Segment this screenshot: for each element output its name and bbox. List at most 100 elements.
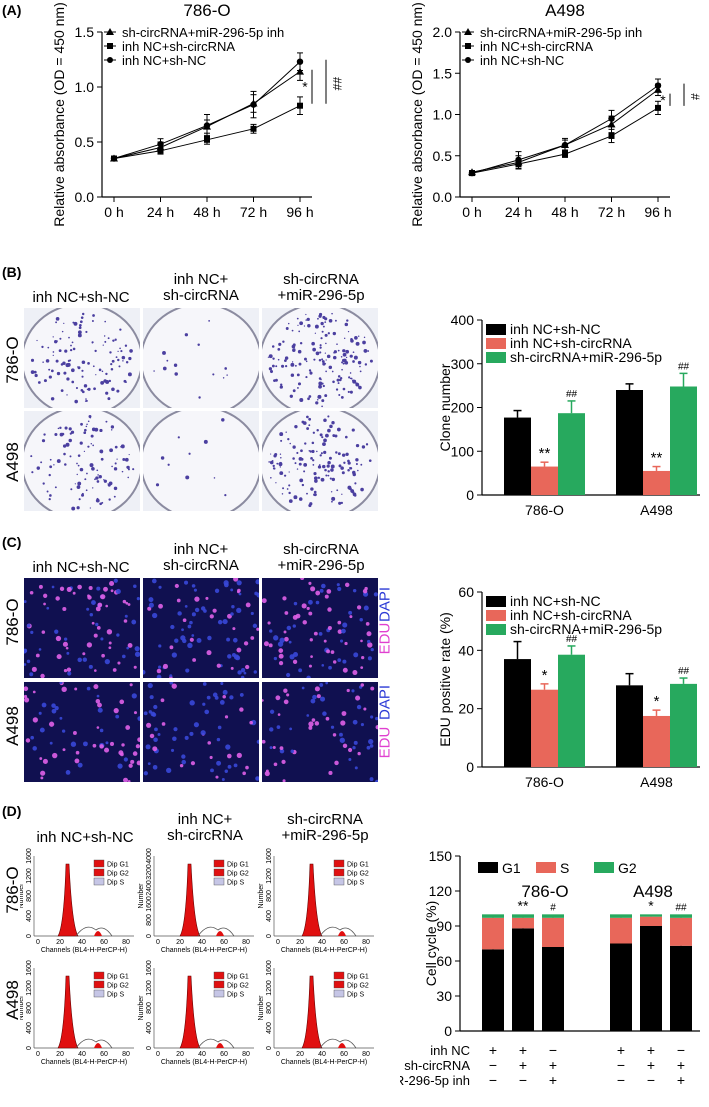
colony (111, 387, 115, 392)
nucleus (54, 705, 59, 711)
nucleus (103, 586, 108, 592)
colony (113, 486, 118, 491)
colony (72, 347, 76, 351)
flow-legend-swatch (93, 859, 105, 868)
colony (352, 379, 357, 384)
marker-square (204, 136, 210, 143)
nucleus (100, 594, 106, 600)
colony (325, 342, 327, 345)
nucleus (232, 637, 238, 643)
nucleus (65, 770, 71, 775)
nucleus (24, 697, 30, 703)
nucleus (112, 668, 117, 672)
nucleus (288, 640, 292, 644)
flow-y-tick-label: 0 (266, 934, 273, 938)
colony (213, 477, 216, 479)
nucleus (189, 637, 194, 642)
sig-hash: ## (330, 77, 344, 91)
nucleus (283, 688, 288, 693)
colony (94, 478, 96, 481)
colony (340, 501, 343, 504)
colony (314, 479, 318, 483)
flow-legend-swatch (333, 989, 345, 998)
nucleus (189, 700, 195, 706)
colony (343, 461, 346, 464)
nucleus (245, 602, 251, 608)
colony (288, 322, 290, 325)
flow-y-tick-label: 1200 (26, 868, 33, 884)
colony (298, 456, 303, 461)
nucleus (149, 733, 155, 739)
colony (56, 459, 61, 463)
flow-legend-label: Dip G1 (227, 974, 249, 981)
colony (323, 450, 327, 455)
nucleus (184, 580, 189, 585)
legend-swatch (486, 596, 506, 607)
treatment-sign: + (549, 1072, 557, 1088)
edu-micrograph-image (143, 578, 259, 678)
colony (275, 365, 278, 368)
sig-label: ## (566, 389, 578, 400)
colony (350, 339, 354, 343)
colony (291, 361, 294, 363)
y-tick-label: 0.5 (433, 148, 453, 164)
flow-x-label: Channels (BL4-H-PerCP-H) (161, 1059, 247, 1066)
colony (327, 428, 331, 433)
nucleus (301, 686, 305, 690)
colony (123, 356, 125, 359)
colony (298, 330, 301, 333)
stacked-bar (670, 914, 692, 918)
nucleus (106, 629, 113, 635)
nucleus (192, 658, 197, 662)
nucleus (321, 583, 326, 589)
colony (294, 462, 297, 465)
colony (291, 344, 296, 349)
nucleus (108, 641, 112, 645)
colony (105, 391, 109, 395)
colony (49, 465, 53, 469)
nucleus (115, 714, 120, 719)
y-tick-label: 150 (429, 848, 453, 864)
legend-label: sh-circRNA+miR-296-5p (510, 349, 662, 365)
nucleus (370, 686, 375, 691)
legend-swatch (594, 862, 614, 873)
colony (297, 324, 299, 326)
flow-legend-label: Dip G2 (347, 871, 369, 878)
marker-circle (203, 122, 211, 129)
colony (315, 401, 319, 405)
flow-x-tick-label: 0 (276, 939, 280, 946)
colony (355, 341, 360, 346)
colony (127, 372, 132, 377)
nucleus (263, 641, 269, 647)
flow-x-tick-label: 40 (318, 1051, 326, 1058)
colony (284, 359, 287, 362)
colony (52, 336, 54, 338)
flow-y-tick-label: 400 (266, 1022, 273, 1034)
flow-legend-label: Dip S (107, 992, 124, 999)
colony (185, 475, 190, 480)
colony (305, 376, 308, 379)
nucleus (190, 761, 196, 766)
colony (318, 377, 322, 380)
colony (331, 370, 334, 373)
nucleus (88, 585, 93, 591)
colony (71, 380, 75, 384)
nucleus (366, 631, 372, 637)
y-tick-label: 40 (458, 642, 474, 658)
nucleus (348, 610, 353, 615)
nucleus (59, 586, 65, 592)
nucleus (123, 757, 128, 762)
colony (332, 355, 337, 360)
colony (77, 330, 82, 335)
flow-y-tick-label: 1200 (26, 980, 33, 996)
colony (303, 325, 306, 327)
colony (311, 341, 315, 346)
nucleus (89, 612, 94, 617)
nucleus (110, 589, 114, 593)
colony (37, 381, 41, 384)
colony (36, 466, 40, 470)
colony (76, 485, 81, 490)
colony (54, 486, 57, 489)
flow-x-tick-label: 20 (56, 1051, 64, 1058)
colony (317, 394, 322, 399)
